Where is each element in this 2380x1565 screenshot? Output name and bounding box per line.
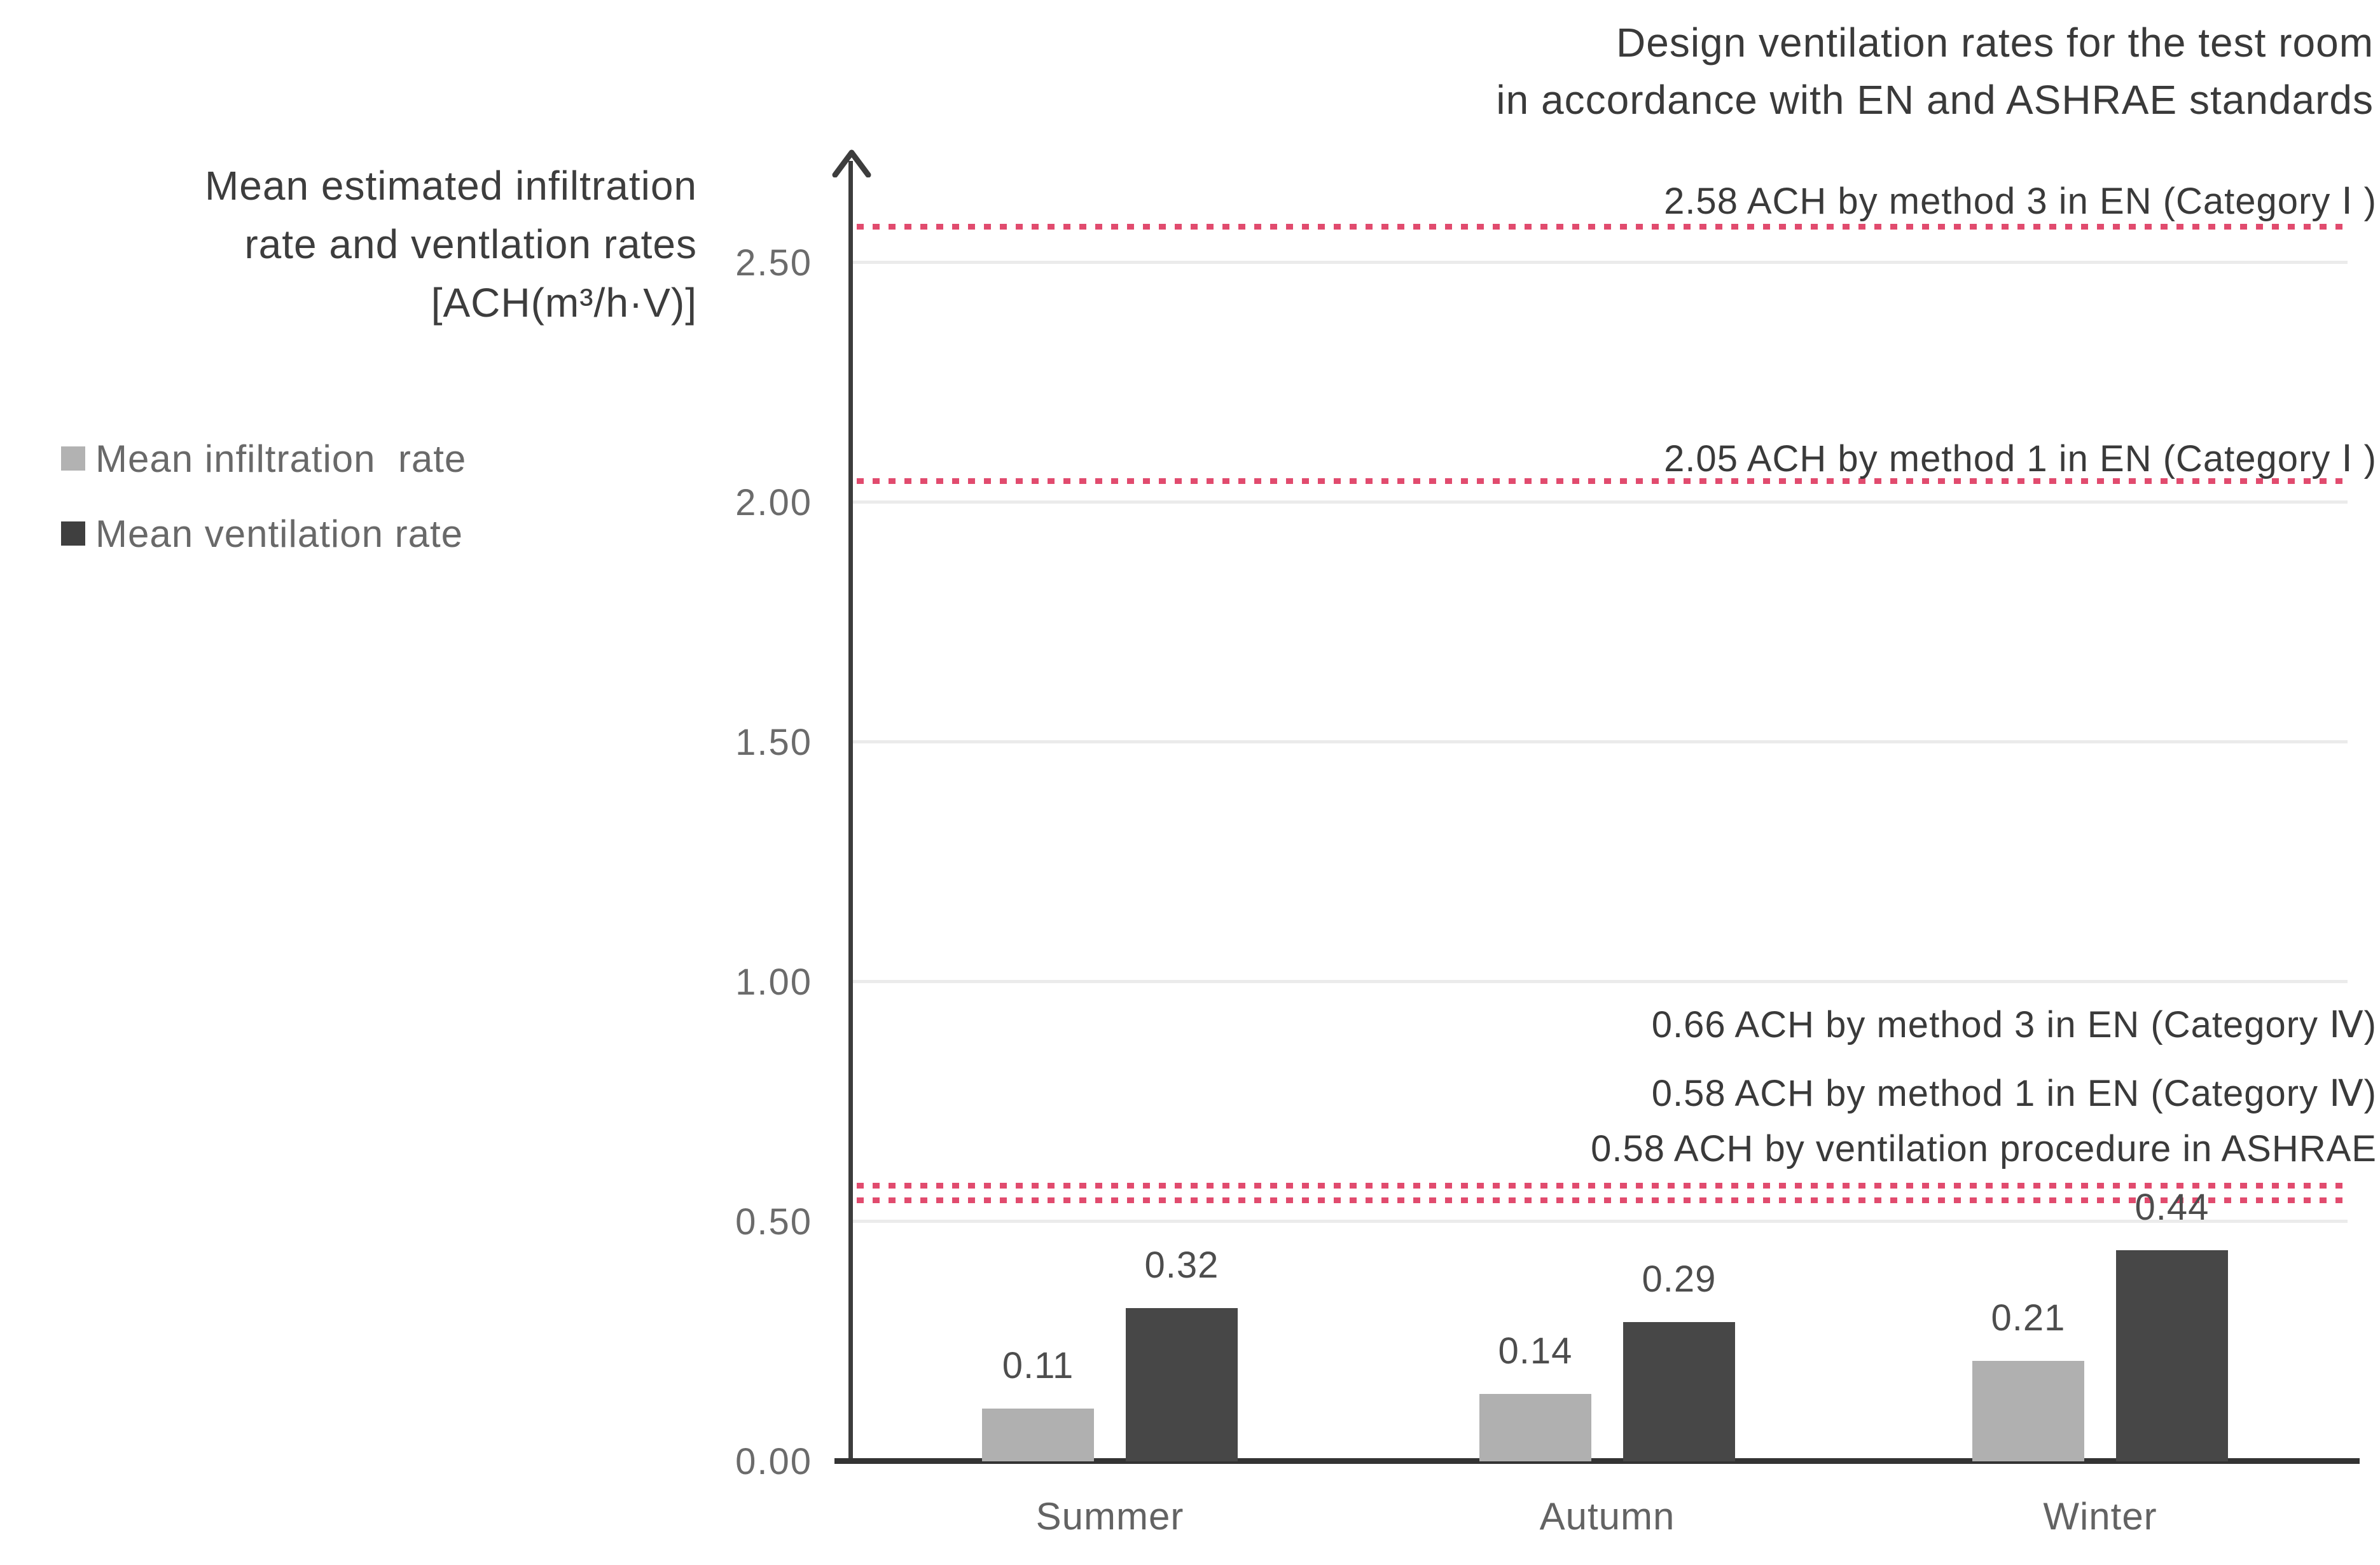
y-tick-1.00: 1.00	[735, 962, 812, 1003]
bar-value-winter-infiltration: 0.21	[1991, 1297, 2066, 1339]
bar-summer-infiltration	[982, 1409, 1094, 1461]
reference-line-0.58	[857, 1197, 2350, 1204]
bar-autumn-infiltration	[1479, 1394, 1591, 1461]
y-axis-title-line1: Mean estimated infiltration	[204, 163, 697, 209]
y-axis-title-line3: [ACH(m³/h·V)]	[431, 280, 697, 326]
bar-value-winter-ventilation: 0.44	[2134, 1187, 2210, 1228]
y-axis-title-line2: rate and ventlation rates	[244, 221, 697, 267]
y-axis-arrow-icon	[832, 149, 871, 177]
x-label-winter: Winter	[2043, 1495, 2157, 1538]
gridline-0.50	[853, 1220, 2348, 1223]
legend-label-infiltration: Mean infiltration rate	[95, 437, 467, 480]
chart-title: Design ventilation rates for the test ro…	[1496, 14, 2374, 128]
ventilation-swatch-icon	[61, 521, 85, 546]
reference-line-2.58	[857, 224, 2350, 230]
bar-winter-ventilation	[2116, 1250, 2228, 1461]
bar-value-summer-ventilation: 0.32	[1144, 1244, 1219, 1286]
legend-label-ventilation: Mean ventilation rate	[95, 512, 463, 555]
y-tick-0.00: 0.00	[735, 1441, 812, 1482]
chart-title-line1: Design ventilation rates for the test ro…	[1616, 20, 2374, 65]
reference-label-0: 2.58 ACH by method 3 in EN (Category Ⅰ )	[1664, 181, 2377, 222]
bar-value-summer-infiltration: 0.11	[1002, 1345, 1074, 1386]
reference-line-2.05	[857, 478, 2350, 485]
chart-title-line2: in accordance with EN and ASHRAE standar…	[1496, 77, 2374, 123]
bar-winter-infiltration	[1972, 1361, 2084, 1461]
reference-label-2: 0.66 ACH by method 3 in EN (Category Ⅳ)	[1651, 1004, 2377, 1045]
y-axis-title: Mean estimated infiltration rate and ven…	[205, 156, 697, 332]
bar-autumn-ventilation	[1623, 1322, 1735, 1461]
bar-summer-ventilation	[1126, 1308, 1238, 1461]
gridline-2.00	[853, 500, 2348, 504]
y-tick-2.00: 2.00	[735, 482, 812, 523]
y-axis-line	[848, 161, 853, 1461]
y-tick-2.50: 2.50	[735, 242, 812, 284]
reference-line-0.58	[857, 1183, 2350, 1189]
gridline-1.50	[853, 740, 2348, 743]
legend: Mean infiltration rate Mean ventilation …	[61, 421, 466, 571]
y-tick-1.50: 1.50	[735, 722, 812, 763]
reference-label-3: 0.58 ACH by method 1 in EN (Category Ⅳ)	[1651, 1073, 2377, 1114]
legend-item-infiltration: Mean infiltration rate	[61, 421, 466, 496]
reference-label-4: 0.58 ACH by ventilation procedure in ASH…	[1591, 1128, 2377, 1169]
x-label-summer: Summer	[1035, 1495, 1184, 1538]
x-axis-baseline	[834, 1458, 2360, 1464]
gridline-1.00	[853, 980, 2348, 983]
y-tick-0.50: 0.50	[735, 1201, 812, 1243]
plot-area: 0.00 0.50 1.00 1.50 2.00 2.50 2.58 ACH by meth…	[735, 149, 2376, 1538]
reference-label-1: 2.05 ACH by method 1 in EN (Category Ⅰ )	[1664, 438, 2377, 479]
bar-value-autumn-infiltration: 0.14	[1498, 1330, 1573, 1372]
bar-value-autumn-ventilation: 0.29	[1642, 1258, 1717, 1300]
gridline-2.50	[853, 261, 2348, 264]
infiltration-swatch-icon	[61, 446, 85, 471]
x-label-autumn: Autumn	[1539, 1495, 1675, 1538]
legend-item-ventilation: Mean ventilation rate	[61, 496, 466, 571]
